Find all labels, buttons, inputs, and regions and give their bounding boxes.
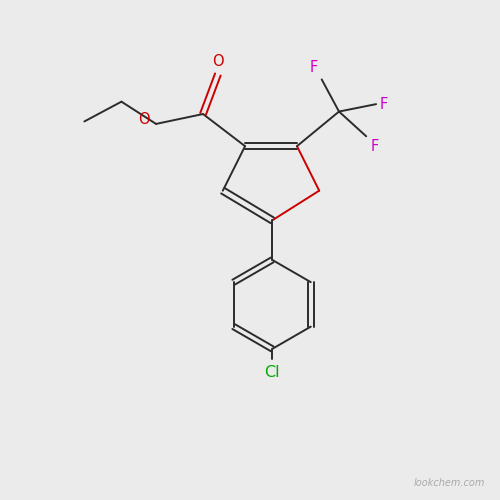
Text: O: O	[212, 54, 224, 68]
Text: F: F	[370, 138, 378, 154]
Text: F: F	[310, 60, 318, 76]
Text: O: O	[138, 112, 150, 128]
Text: F: F	[380, 96, 388, 112]
Text: Cl: Cl	[264, 364, 280, 380]
Text: lookchem.com: lookchem.com	[414, 478, 485, 488]
